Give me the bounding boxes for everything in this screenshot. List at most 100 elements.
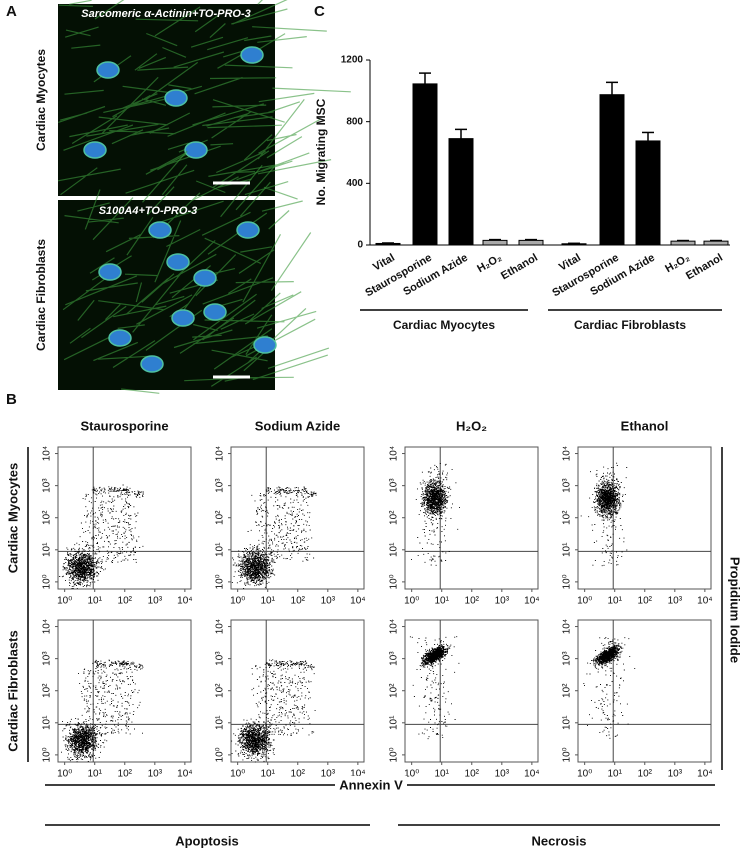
x-axis-label: Annexin V	[339, 777, 403, 792]
event-dots	[580, 462, 628, 567]
x-tick-label: 10⁴	[697, 769, 712, 780]
x-tick-label: 10⁰	[57, 596, 72, 607]
x-tick-label: Vital	[371, 252, 397, 274]
y-tick-label: 10³	[562, 651, 573, 666]
row-label: Cardiac Fibroblasts	[34, 239, 48, 351]
bar	[599, 94, 625, 246]
y-tick-label: 10⁴	[215, 446, 226, 461]
x-tick-label: 10³	[321, 769, 336, 780]
nucleus	[140, 355, 164, 373]
bar	[635, 140, 661, 246]
panel-label: A	[6, 3, 17, 20]
row-label: Cardiac Fibroblasts	[5, 630, 20, 751]
x-tick-label: 10³	[148, 769, 163, 780]
x-tick-label: Ethanol	[499, 252, 540, 283]
y-tick-label: 10³	[215, 651, 226, 666]
nucleus	[148, 221, 172, 239]
group-label: Necrosis	[532, 833, 587, 848]
y-tick-label: 10⁰	[562, 747, 573, 762]
plot-frame	[577, 619, 712, 763]
group-label: Apoptosis	[175, 833, 239, 848]
y-tick-label: 10³	[42, 651, 53, 666]
nucleus	[108, 329, 132, 347]
y-tick-label: 10²	[215, 510, 226, 525]
y-tick-label: 10⁰	[215, 747, 226, 762]
x-tick-label: 10⁴	[177, 769, 192, 780]
column-title: Sodium Azide	[255, 418, 340, 433]
y-tick-label: 10¹	[42, 715, 53, 730]
y-tick-label: 10⁴	[562, 619, 573, 634]
y-tick-label: 10¹	[215, 542, 226, 557]
caption: Sarcomeric α-Actinin+TO-PRO-3	[81, 8, 251, 20]
column-title: Staurosporine	[80, 418, 168, 433]
nucleus	[166, 253, 190, 271]
nucleus	[98, 263, 122, 281]
x-tick-label: 10²	[638, 769, 653, 780]
bar	[375, 242, 401, 246]
nucleus	[236, 221, 260, 239]
event-dots	[409, 636, 460, 740]
x-tick-label: 10⁰	[57, 769, 72, 780]
y-tick-label: 10⁰	[389, 747, 400, 762]
y-tick-label: 10¹	[215, 715, 226, 730]
fiber	[57, 0, 351, 200]
x-tick-label: 10³	[148, 596, 163, 607]
y-tick-label: 10¹	[42, 542, 53, 557]
nucleus	[96, 61, 120, 79]
x-tick-label: 10⁴	[177, 596, 192, 607]
y-tick-label: 1200	[341, 55, 364, 66]
bar	[703, 240, 729, 246]
micrograph-texture	[57, 0, 351, 394]
y-tick-label: 10²	[389, 510, 400, 525]
bar	[448, 138, 474, 246]
y-tick-label: 10³	[389, 478, 400, 493]
column-title: Ethanol	[621, 418, 669, 433]
x-tick-label: 10⁴	[350, 769, 365, 780]
x-tick-label: 10⁴	[524, 596, 539, 607]
x-tick-label: 10²	[638, 596, 653, 607]
row-label: Cardiac Myocytes	[34, 49, 48, 151]
x-tick-label: 10²	[291, 596, 306, 607]
x-tick-label: 10⁴	[697, 596, 712, 607]
panel-a: A Sarcomeric α-Actinin+TO-PRO-3 S100A4+T…	[6, 0, 351, 394]
x-tick-label: 10³	[495, 596, 510, 607]
y-tick-label: 10¹	[562, 542, 573, 557]
y-tick-label: 10⁴	[562, 446, 573, 461]
y-tick-label: 10³	[215, 478, 226, 493]
x-tick-label: 10⁰	[577, 596, 592, 607]
x-tick-label: 10⁰	[404, 769, 419, 780]
x-tick-label: 10¹	[260, 596, 275, 607]
bar	[518, 239, 544, 246]
y-tick-label: 10¹	[389, 715, 400, 730]
nucleus	[164, 89, 188, 107]
x-tick-label: 10¹	[87, 769, 102, 780]
x-tick-label: 10¹	[87, 596, 102, 607]
event-dots	[59, 484, 144, 590]
panel-label: B	[6, 391, 17, 408]
group-label: Cardiac Myocytes	[393, 318, 495, 332]
y-tick-label: 10²	[42, 683, 53, 698]
bar	[561, 243, 587, 246]
y-tick-label: 10²	[42, 510, 53, 525]
nucleus	[83, 141, 107, 159]
x-tick-label: 10⁰	[577, 769, 592, 780]
y-tick-label: 10³	[389, 651, 400, 666]
nucleus	[171, 309, 195, 327]
flow-plots: Staurosporine Sodium Azide H₂O₂ Ethanol Card…	[5, 418, 742, 848]
y-tick-label: 10¹	[562, 715, 573, 730]
x-tick-label: 10⁰	[230, 769, 245, 780]
x-tick-label: 10⁴	[350, 596, 365, 607]
x-tick-label: Vital	[557, 252, 583, 274]
y-tick-label: 10⁰	[562, 574, 573, 589]
row-label: Cardiac Myocytes	[5, 463, 20, 574]
y-tick-label: 10¹	[389, 542, 400, 557]
group-label: Cardiac Fibroblasts	[574, 318, 686, 332]
event-dots	[61, 659, 144, 763]
x-tick-label: Ethanol	[684, 252, 725, 283]
x-tick-label: 10¹	[434, 596, 449, 607]
y-tick-label: 10⁴	[389, 619, 400, 634]
y-axis-label: No. Migrating MSC	[314, 98, 328, 205]
x-tick-label: 10²	[465, 596, 480, 607]
x-tick-label: 10³	[668, 769, 683, 780]
